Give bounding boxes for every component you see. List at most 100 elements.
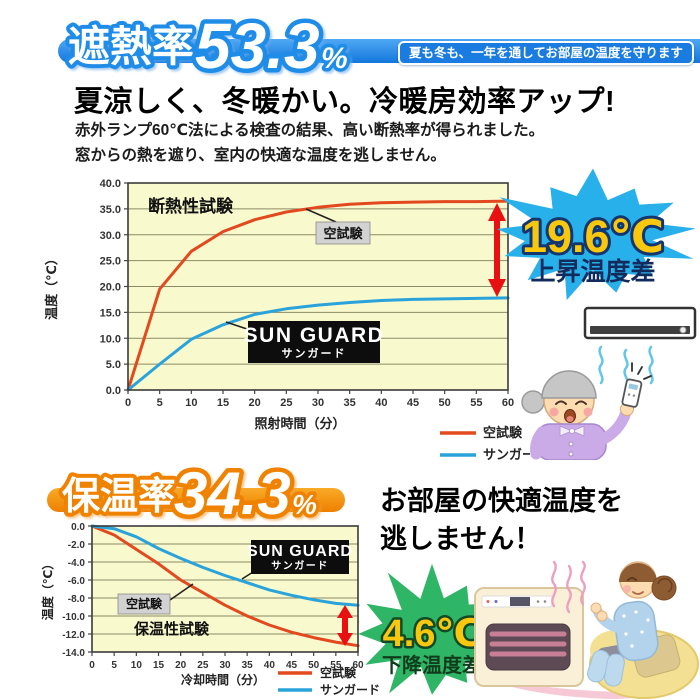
y-tick-label: -14.0 xyxy=(62,648,85,659)
y-tick-label: 20.0 xyxy=(100,282,121,294)
x-tick-label: 40 xyxy=(375,397,387,409)
arrow-head-down xyxy=(488,279,506,297)
air-conditioner-icon xyxy=(583,306,697,340)
product-label-box xyxy=(248,321,380,363)
x-tick-label: 55 xyxy=(470,397,482,409)
page-title: 夏涼しく、冬暖かい。冷暖房効率アップ! xyxy=(74,86,616,118)
y-tick-label: 5.0 xyxy=(106,359,121,371)
x-tick-label: 5 xyxy=(111,660,117,671)
x-tick-label: 40 xyxy=(264,660,276,671)
x-tick-label: 10 xyxy=(185,397,197,409)
legend-label-sunguard: サンガード xyxy=(320,682,380,697)
blank-test-callout-label: 空試験 xyxy=(323,226,363,241)
heater-icon xyxy=(474,587,584,687)
callout-pointer xyxy=(169,583,194,601)
description-line-2: 窓からの熱を遮り、室内の快適な温度を逃しません。 xyxy=(75,147,446,164)
comfort-message: お部屋の快適温度を 逃しません！ xyxy=(380,482,623,558)
remote-control-icon xyxy=(621,378,643,408)
grandma-figure xyxy=(521,362,652,460)
series-line-blank-test xyxy=(126,199,510,392)
product-name-en: SUN GUARD xyxy=(244,324,385,347)
signal-lines-icon xyxy=(631,362,652,380)
heat-waves-icon xyxy=(551,560,586,614)
y-axis-label: 温度（℃） xyxy=(40,558,55,621)
x-axis-label: 照射時間（分） xyxy=(254,416,345,431)
y-tick-label: -2.0 xyxy=(68,540,86,551)
arrow-head-down xyxy=(337,633,353,646)
retention-rate-unit: % xyxy=(292,489,317,520)
x-tick-label: 30 xyxy=(219,660,231,671)
product-name-jp: サンガード xyxy=(271,559,329,572)
x-tick-label: 50 xyxy=(308,660,320,671)
axis-layer: -14.0 -12.0 -10.0 -8.0 -6.0 -4.0 -2.0 0.0 0 5 10 15… xyxy=(62,522,364,671)
product-name-en: SUN GUARD xyxy=(247,543,353,560)
drop-temp-value: 4.6℃ xyxy=(383,613,482,655)
tagline-box: 夏も冬も、一年を通してお部屋の温度を守ります xyxy=(398,41,694,65)
y-axis-label: 温度（℃） xyxy=(44,252,59,320)
retention-rate-value: 34.3 xyxy=(174,460,291,527)
x-tick-label: 0 xyxy=(89,660,95,671)
x-tick-label: 15 xyxy=(153,660,165,671)
axis-layer: 0.0 5.0 10.0 15.0 20.0 25.0 30.0 35.0 40.0 0 5 10 15… xyxy=(100,178,515,409)
x-tick-label: 60 xyxy=(502,397,514,409)
x-tick-label: 50 xyxy=(439,397,451,409)
y-tick-label: 40.0 xyxy=(100,178,121,190)
x-tick-label: 25 xyxy=(280,397,292,409)
x-tick-label: 15 xyxy=(217,397,229,409)
grandma-aircon-illustration xyxy=(521,306,697,460)
x-tick-label: 5 xyxy=(157,397,163,409)
chart-title: 断熱性試験 xyxy=(148,196,234,216)
starburst-shape xyxy=(358,563,513,695)
y-tick-label: 30.0 xyxy=(100,230,121,242)
rise-temp-starburst: 19.6℃ 上昇温度差 xyxy=(496,168,696,301)
x-tick-label: 45 xyxy=(407,397,419,409)
product-pointer xyxy=(225,321,251,331)
temperature-diff-arrow xyxy=(488,203,506,297)
y-tick-label: 0.0 xyxy=(71,522,85,533)
callout-pointer xyxy=(305,208,337,223)
y-tick-label: -6.0 xyxy=(68,576,86,587)
x-tick-label: 25 xyxy=(197,660,209,671)
arrow-head-up xyxy=(337,605,353,618)
comfort-message-line-2: 逃しません！ xyxy=(380,524,542,554)
description-line-1: 赤外ランプ60℃法による検査の結果、高い断熱率が得られました。 xyxy=(75,122,545,139)
temperature-diff-arrow xyxy=(337,605,353,646)
x-tick-label: 45 xyxy=(286,660,298,671)
x-axis-label: 冷却時間（分） xyxy=(181,672,265,687)
series-line-sunguard xyxy=(90,524,360,607)
grid-layer xyxy=(128,208,508,365)
y-tick-label: 15.0 xyxy=(100,307,121,319)
arrow-head-up xyxy=(488,203,506,221)
product-label-box xyxy=(251,540,349,574)
y-tick-label: 35.0 xyxy=(100,204,121,216)
rise-temp-label: 上昇温度差 xyxy=(530,257,655,286)
x-tick-label: 20 xyxy=(249,397,261,409)
shielding-rate-unit: % xyxy=(321,42,348,75)
y-tick-label: -12.0 xyxy=(62,630,85,641)
blank-test-callout-box xyxy=(315,221,371,245)
blank-test-callout-box xyxy=(117,593,171,615)
comfort-message-line-1: お部屋の快適温度を xyxy=(380,486,623,516)
y-tick-label: -10.0 xyxy=(62,612,85,623)
x-tick-label: 20 xyxy=(175,660,187,671)
retention-rate-badge: 保温率 34.3 % xyxy=(58,456,321,532)
cool-air-waves-icon xyxy=(598,345,654,388)
shielding-rate-value: 53.3 xyxy=(195,10,320,82)
shielding-rate-label: 遮熱率 xyxy=(68,23,194,70)
x-tick-label: 30 xyxy=(312,397,324,409)
product-name-jp: サンガード xyxy=(282,346,347,360)
starburst-shape xyxy=(496,168,696,301)
x-tick-label: 35 xyxy=(344,397,356,409)
insulation-test-chart: 0.0 5.0 10.0 15.0 20.0 25.0 30.0 35.0 40.0 0 5 10 15… xyxy=(44,178,530,462)
drop-temp-starburst: 4.6℃ 下降温度差 xyxy=(358,563,513,695)
retention-rate-label: 保温率 xyxy=(62,476,176,518)
drop-temp-label: 下降温度差 xyxy=(382,653,482,677)
y-tick-label: -8.0 xyxy=(68,594,86,605)
rise-temp-value: 19.6℃ xyxy=(522,211,664,262)
chart-legend: 空試験 サンガード xyxy=(440,425,530,462)
legend-label-blank-test: 空試験 xyxy=(320,665,357,680)
x-tick-label: 60 xyxy=(352,660,364,671)
series-line-blank-test xyxy=(90,524,360,648)
x-tick-label: 10 xyxy=(131,660,143,671)
woman-heater-illustration xyxy=(474,560,699,699)
